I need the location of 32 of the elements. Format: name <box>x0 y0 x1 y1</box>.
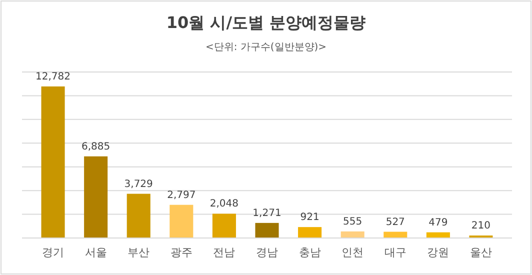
data-label: 3,729 <box>124 178 153 190</box>
data-label: 527 <box>386 216 405 228</box>
x-tick-label: 울산 <box>470 246 492 259</box>
data-label: 555 <box>343 216 362 228</box>
chart-subtitle: <단위: 가구수(일반분양)> <box>205 42 327 53</box>
x-tick-label: 광주 <box>170 246 192 259</box>
bar <box>340 231 364 238</box>
bar <box>255 222 279 238</box>
x-tick-label: 전남 <box>213 246 236 259</box>
x-tick-label: 충남 <box>298 246 321 259</box>
bar <box>126 194 150 238</box>
x-tick-label: 서울 <box>84 246 107 259</box>
data-label: 921 <box>300 212 320 224</box>
bar <box>212 214 236 238</box>
data-label: 1,271 <box>252 208 282 219</box>
bar <box>298 227 322 238</box>
bar <box>170 204 194 238</box>
bar <box>84 156 108 238</box>
x-tick-label: 강원 <box>427 246 450 259</box>
x-tick-label: 인천 <box>342 246 364 259</box>
x-tick-label: 부산 <box>128 246 150 259</box>
x-tick-label: 경남 <box>256 246 278 259</box>
data-label: 210 <box>471 220 491 232</box>
data-label: 479 <box>428 217 448 228</box>
data-label: 2,048 <box>210 198 239 210</box>
x-tick-label: 경기 <box>42 246 64 259</box>
data-label: 2,797 <box>167 190 196 201</box>
data-label: 6,885 <box>82 141 110 152</box>
bar <box>41 86 65 238</box>
data-label: 12,782 <box>36 71 71 82</box>
x-tick-label: 대구 <box>384 246 406 259</box>
chart-title: 10월 시/도별 분양예정물량 <box>166 13 366 32</box>
